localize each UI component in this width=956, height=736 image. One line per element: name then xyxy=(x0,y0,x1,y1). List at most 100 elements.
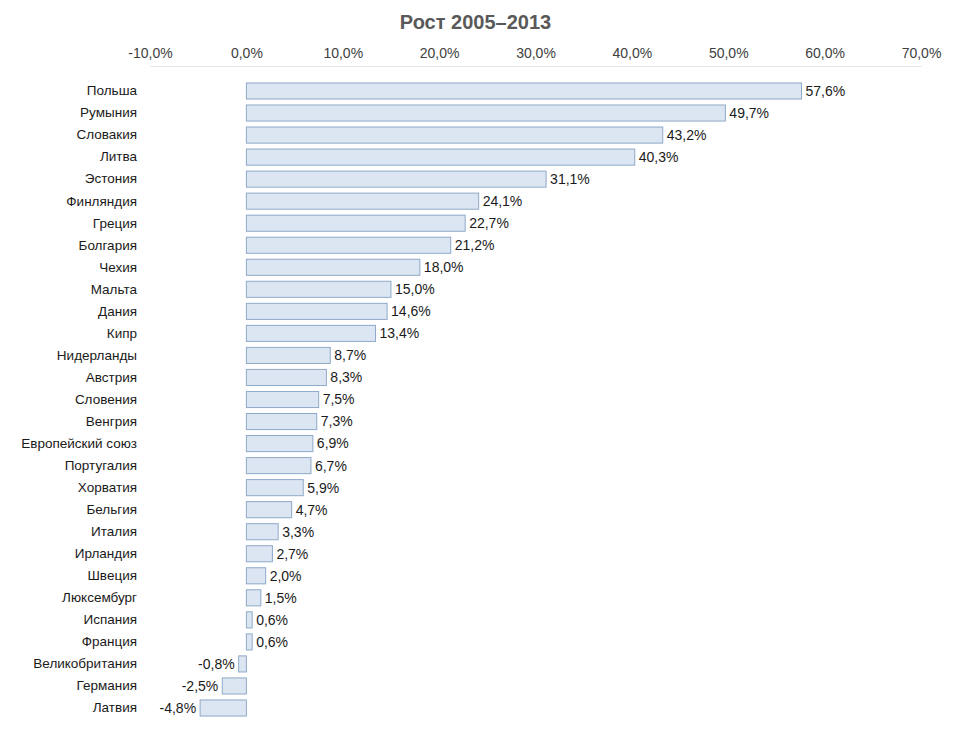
category-label: Литва xyxy=(100,149,138,164)
category-label: Испания xyxy=(83,612,137,627)
bar xyxy=(246,634,252,650)
bar xyxy=(246,612,252,628)
tick: Словакия xyxy=(76,127,147,142)
tick: 40,0% xyxy=(613,45,653,66)
bar xyxy=(246,369,326,385)
bar xyxy=(246,83,801,99)
tick: Словения xyxy=(75,392,147,407)
tick: Финляндия xyxy=(66,193,147,208)
data-label: 6,7% xyxy=(315,458,347,474)
category-label: Хорватия xyxy=(78,480,137,495)
chart: Рост 2005–2013-10,0%0,0%10,0%20,0%30,0%4… xyxy=(0,0,956,736)
bar xyxy=(246,502,291,518)
category-label: Болгария xyxy=(79,238,137,253)
y-axis: Польша Румыния Словакия Литва Эстония Финлянд… xyxy=(21,83,147,715)
bar xyxy=(246,568,265,584)
category-label: Португалия xyxy=(65,458,137,473)
tick: Франция xyxy=(82,634,147,649)
bar xyxy=(246,347,330,363)
data-labels: 57,6%49,7%43,2%40,3%31,1%24,1%22,7%21,2%… xyxy=(160,83,846,716)
tick: 0,0% xyxy=(231,45,263,66)
bar xyxy=(246,127,662,143)
category-label: Греция xyxy=(93,216,137,231)
bar xyxy=(246,259,419,275)
category-label: Нидерланды xyxy=(57,348,137,363)
data-label: 49,7% xyxy=(729,105,769,121)
data-label: 3,3% xyxy=(282,524,314,540)
bar xyxy=(246,590,260,606)
bar xyxy=(246,524,278,540)
tick: 30,0% xyxy=(516,45,556,66)
category-label: Люксембург xyxy=(62,590,137,605)
tick: Польша xyxy=(87,83,147,98)
data-label: 15,0% xyxy=(395,281,435,297)
tick: Ирландия xyxy=(75,546,147,561)
tick: Италия xyxy=(91,524,147,539)
data-label: -2,5% xyxy=(182,678,219,694)
bar xyxy=(246,105,725,121)
tick-label: 70,0% xyxy=(902,45,942,61)
category-label: Чехия xyxy=(99,260,137,275)
tick-label: 30,0% xyxy=(516,45,556,61)
tick: Португалия xyxy=(65,458,147,473)
data-label: 24,1% xyxy=(483,193,523,209)
category-label: Венгрия xyxy=(86,414,137,429)
data-label: 0,6% xyxy=(256,612,288,628)
tick: Нидерланды xyxy=(57,348,147,363)
category-label: Латвия xyxy=(93,700,137,715)
data-label: -0,8% xyxy=(198,656,235,672)
tick: Швеция xyxy=(88,568,148,583)
category-label: Словакия xyxy=(76,127,137,142)
bar xyxy=(246,237,450,253)
data-label: 2,0% xyxy=(270,568,302,584)
tick: Великобритания xyxy=(33,656,147,671)
category-label: Франция xyxy=(82,634,137,649)
bar xyxy=(246,413,316,429)
category-label: Ирландия xyxy=(75,546,137,561)
tick: Дания xyxy=(98,304,147,319)
category-label: Германия xyxy=(76,678,137,693)
bar xyxy=(239,656,247,672)
bar xyxy=(246,546,272,562)
data-label: 14,6% xyxy=(391,303,431,319)
data-label: 4,7% xyxy=(296,502,328,518)
data-label: 1,5% xyxy=(265,590,297,606)
bar xyxy=(222,678,246,694)
tick: Испания xyxy=(83,612,147,627)
category-label: Мальта xyxy=(91,282,138,297)
category-label: Бельгия xyxy=(86,502,137,517)
tick: Европейский союз xyxy=(21,436,147,451)
bar xyxy=(246,149,634,165)
category-label: Финляндия xyxy=(66,193,137,208)
tick: Чехия xyxy=(99,260,147,275)
tick: Хорватия xyxy=(78,480,147,495)
bar xyxy=(246,480,303,496)
bar xyxy=(246,193,478,209)
data-label: 0,6% xyxy=(256,634,288,650)
bar xyxy=(246,281,391,297)
tick-label: 50,0% xyxy=(709,45,749,61)
category-label: Словения xyxy=(75,392,137,407)
data-label: 13,4% xyxy=(380,325,420,341)
tick: Греция xyxy=(93,216,147,231)
tick: 60,0% xyxy=(805,45,845,66)
data-label: 7,3% xyxy=(321,413,353,429)
data-label: 7,5% xyxy=(323,391,355,407)
bars xyxy=(200,83,801,716)
tick: Болгария xyxy=(79,238,147,253)
data-label: 2,7% xyxy=(276,546,308,562)
tick: Латвия xyxy=(93,700,147,715)
bar xyxy=(246,436,312,452)
data-label: 6,9% xyxy=(317,435,349,451)
bar xyxy=(200,700,246,716)
tick: Румыния xyxy=(80,105,147,120)
tick: Мальта xyxy=(91,282,147,297)
tick-label: 20,0% xyxy=(420,45,460,61)
axis-line xyxy=(151,66,922,67)
tick: Бельгия xyxy=(86,502,147,517)
x-axis: -10,0%0,0%10,0%20,0%30,0%40,0%50,0%60,0%… xyxy=(128,45,941,67)
category-label: Эстония xyxy=(85,171,137,186)
bar xyxy=(246,171,546,187)
data-label: 8,3% xyxy=(330,369,362,385)
category-label: Великобритания xyxy=(33,656,137,671)
